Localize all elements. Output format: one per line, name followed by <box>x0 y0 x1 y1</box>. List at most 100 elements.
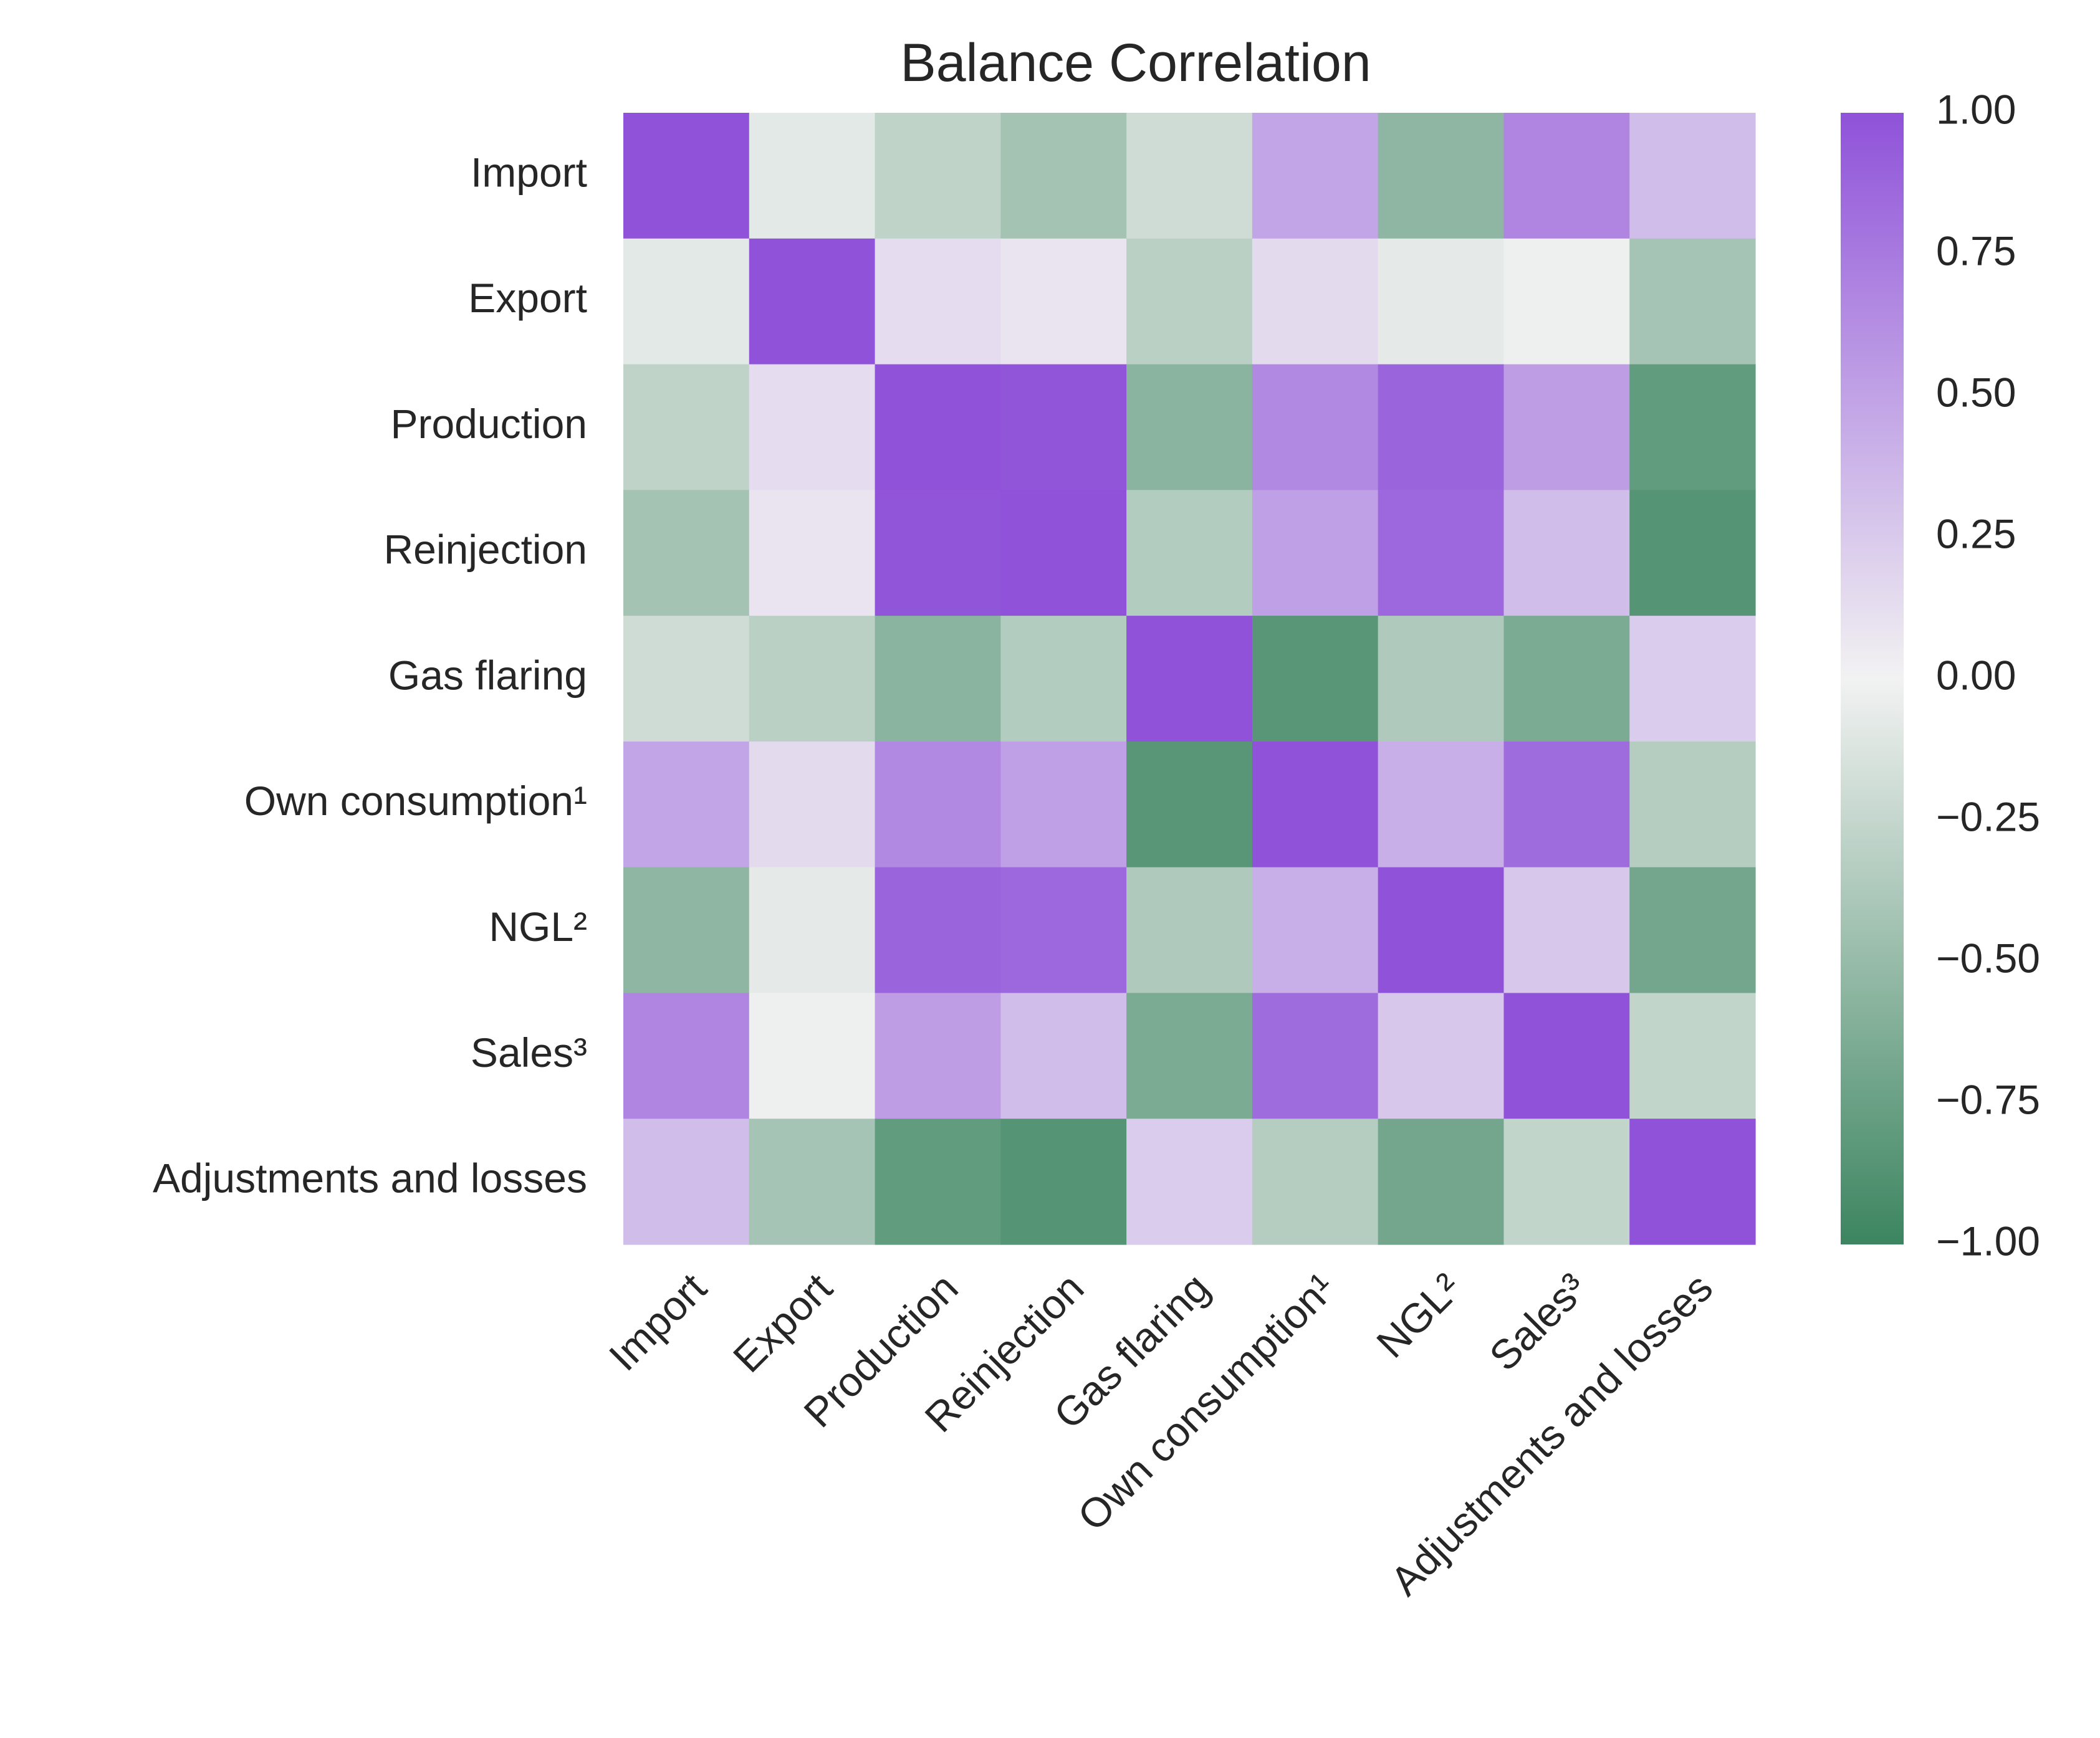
y-tick-label: Reinjection <box>383 527 587 573</box>
heatmap-cell <box>1378 238 1505 365</box>
heatmap-cell <box>749 238 876 365</box>
heatmap-cell <box>1000 616 1127 742</box>
heatmap-cell <box>1503 616 1630 742</box>
colorbar-tick-label: 1.00 <box>1936 86 2016 132</box>
heatmap-cell <box>875 867 1001 994</box>
heatmap-cell <box>1000 741 1127 868</box>
heatmap-cell <box>1252 867 1379 994</box>
heatmap-cell <box>1252 741 1379 868</box>
heatmap-cell <box>1378 490 1505 616</box>
colorbar-tick-labels: 1.00 0.75 0.50 0.25 0.00 −0.25 −0.50 −0.75 −1.00 <box>1936 86 2040 1264</box>
y-tick-label: Production <box>390 401 587 447</box>
colorbar-tick-label: 0.25 <box>1936 510 2016 556</box>
heatmap-cell <box>749 113 876 239</box>
heatmap-cell <box>875 238 1001 365</box>
heatmap-cell <box>1126 490 1253 616</box>
heatmap-cell <box>1378 616 1505 742</box>
heatmap-cell <box>1252 113 1379 239</box>
heatmap-cell <box>875 364 1001 490</box>
heatmap-cell <box>623 490 750 616</box>
heatmap-cell <box>749 741 876 868</box>
colorbar-tick-label: −1.00 <box>1936 1218 2040 1264</box>
heatmap-cell <box>1000 993 1127 1119</box>
heatmap-cell <box>1000 364 1127 490</box>
colorbar <box>1841 113 1904 1244</box>
heatmap-cell <box>1252 993 1379 1119</box>
heatmap-cell <box>1503 238 1630 365</box>
heatmap-cell <box>1000 238 1127 365</box>
heatmap-cell <box>1378 867 1505 994</box>
heatmap-cell <box>1252 490 1379 616</box>
heatmap-cell <box>749 867 876 994</box>
heatmap-cell <box>875 113 1001 239</box>
heatmap-cell <box>1252 616 1379 742</box>
heatmap-cell <box>1000 113 1127 239</box>
heatmap-cell <box>1629 490 1756 616</box>
heatmap-cell <box>1000 490 1127 616</box>
heatmap-cell <box>1503 993 1630 1119</box>
heatmap-cell <box>1378 993 1505 1119</box>
x-tick-label: NGL² <box>1368 1264 1470 1367</box>
colorbar-tick-label: −0.75 <box>1936 1076 2040 1122</box>
heatmap-cells <box>623 113 1756 1245</box>
heatmap-cell <box>749 364 876 490</box>
y-tick-label: Adjustments and losses <box>153 1155 587 1201</box>
heatmap-cell <box>1252 364 1379 490</box>
heatmap-cell <box>623 113 750 239</box>
colorbar-tick-label: 0.50 <box>1936 369 2016 415</box>
y-tick-label: NGL² <box>489 904 587 950</box>
heatmap-cell <box>749 616 876 742</box>
heatmap-cell <box>1378 113 1505 239</box>
heatmap-cell <box>1629 741 1756 868</box>
heatmap-cell <box>749 993 876 1119</box>
colorbar-tick-label: 0.75 <box>1936 227 2016 274</box>
colorbar-tick-label: 0.00 <box>1936 652 2016 698</box>
heatmap-cell <box>623 741 750 868</box>
heatmap-cell <box>623 364 750 490</box>
heatmap-cell <box>1126 867 1253 994</box>
heatmap-cell <box>623 238 750 365</box>
heatmap-cell <box>623 993 750 1119</box>
y-axis-tick-labels: Import Export Production Reinjection Gas fla… <box>153 149 587 1201</box>
heatmap-cell <box>623 1119 750 1245</box>
heatmap-cell <box>1629 113 1756 239</box>
heatmap-cell <box>1126 113 1253 239</box>
heatmap-cell <box>1252 1119 1379 1245</box>
heatmap-cell <box>875 1119 1001 1245</box>
heatmap-cell <box>1000 1119 1127 1245</box>
heatmap-cell <box>1252 238 1379 365</box>
heatmap-cell <box>1378 364 1505 490</box>
y-tick-label: Gas flaring <box>388 652 587 698</box>
heatmap-cell <box>1378 1119 1505 1245</box>
heatmap-cell <box>875 741 1001 868</box>
heatmap-cell <box>1629 1119 1756 1245</box>
heatmap-cell <box>1126 1119 1253 1245</box>
heatmap-cell <box>1126 238 1253 365</box>
heatmap-cell <box>1000 867 1127 994</box>
heatmap-cell <box>1126 616 1253 742</box>
heatmap-cell <box>1503 867 1630 994</box>
heatmap-cell <box>875 993 1001 1119</box>
colorbar-tick-label: −0.50 <box>1936 935 2040 981</box>
heatmap-cell <box>1629 867 1756 994</box>
heatmap-cell <box>1503 364 1630 490</box>
x-tick-label: Import <box>600 1264 716 1380</box>
heatmap-cell <box>1629 616 1756 742</box>
y-tick-label: Own consumption¹ <box>244 778 587 824</box>
colorbar-tick-label: −0.25 <box>1936 793 2040 839</box>
y-tick-label: Sales³ <box>471 1029 587 1076</box>
heatmap-cell <box>1126 993 1253 1119</box>
heatmap-cell <box>1503 1119 1630 1245</box>
heatmap-cell <box>749 1119 876 1245</box>
heatmap-cell <box>1629 993 1756 1119</box>
y-tick-label: Export <box>468 275 587 321</box>
x-tick-label: Sales³ <box>1480 1264 1596 1380</box>
heatmap-cell <box>1378 741 1505 868</box>
heatmap-cell <box>1629 364 1756 490</box>
heatmap-cell <box>1503 113 1630 239</box>
heatmap-cell <box>1629 238 1756 365</box>
heatmap-cell <box>623 867 750 994</box>
heatmap-cell <box>875 616 1001 742</box>
